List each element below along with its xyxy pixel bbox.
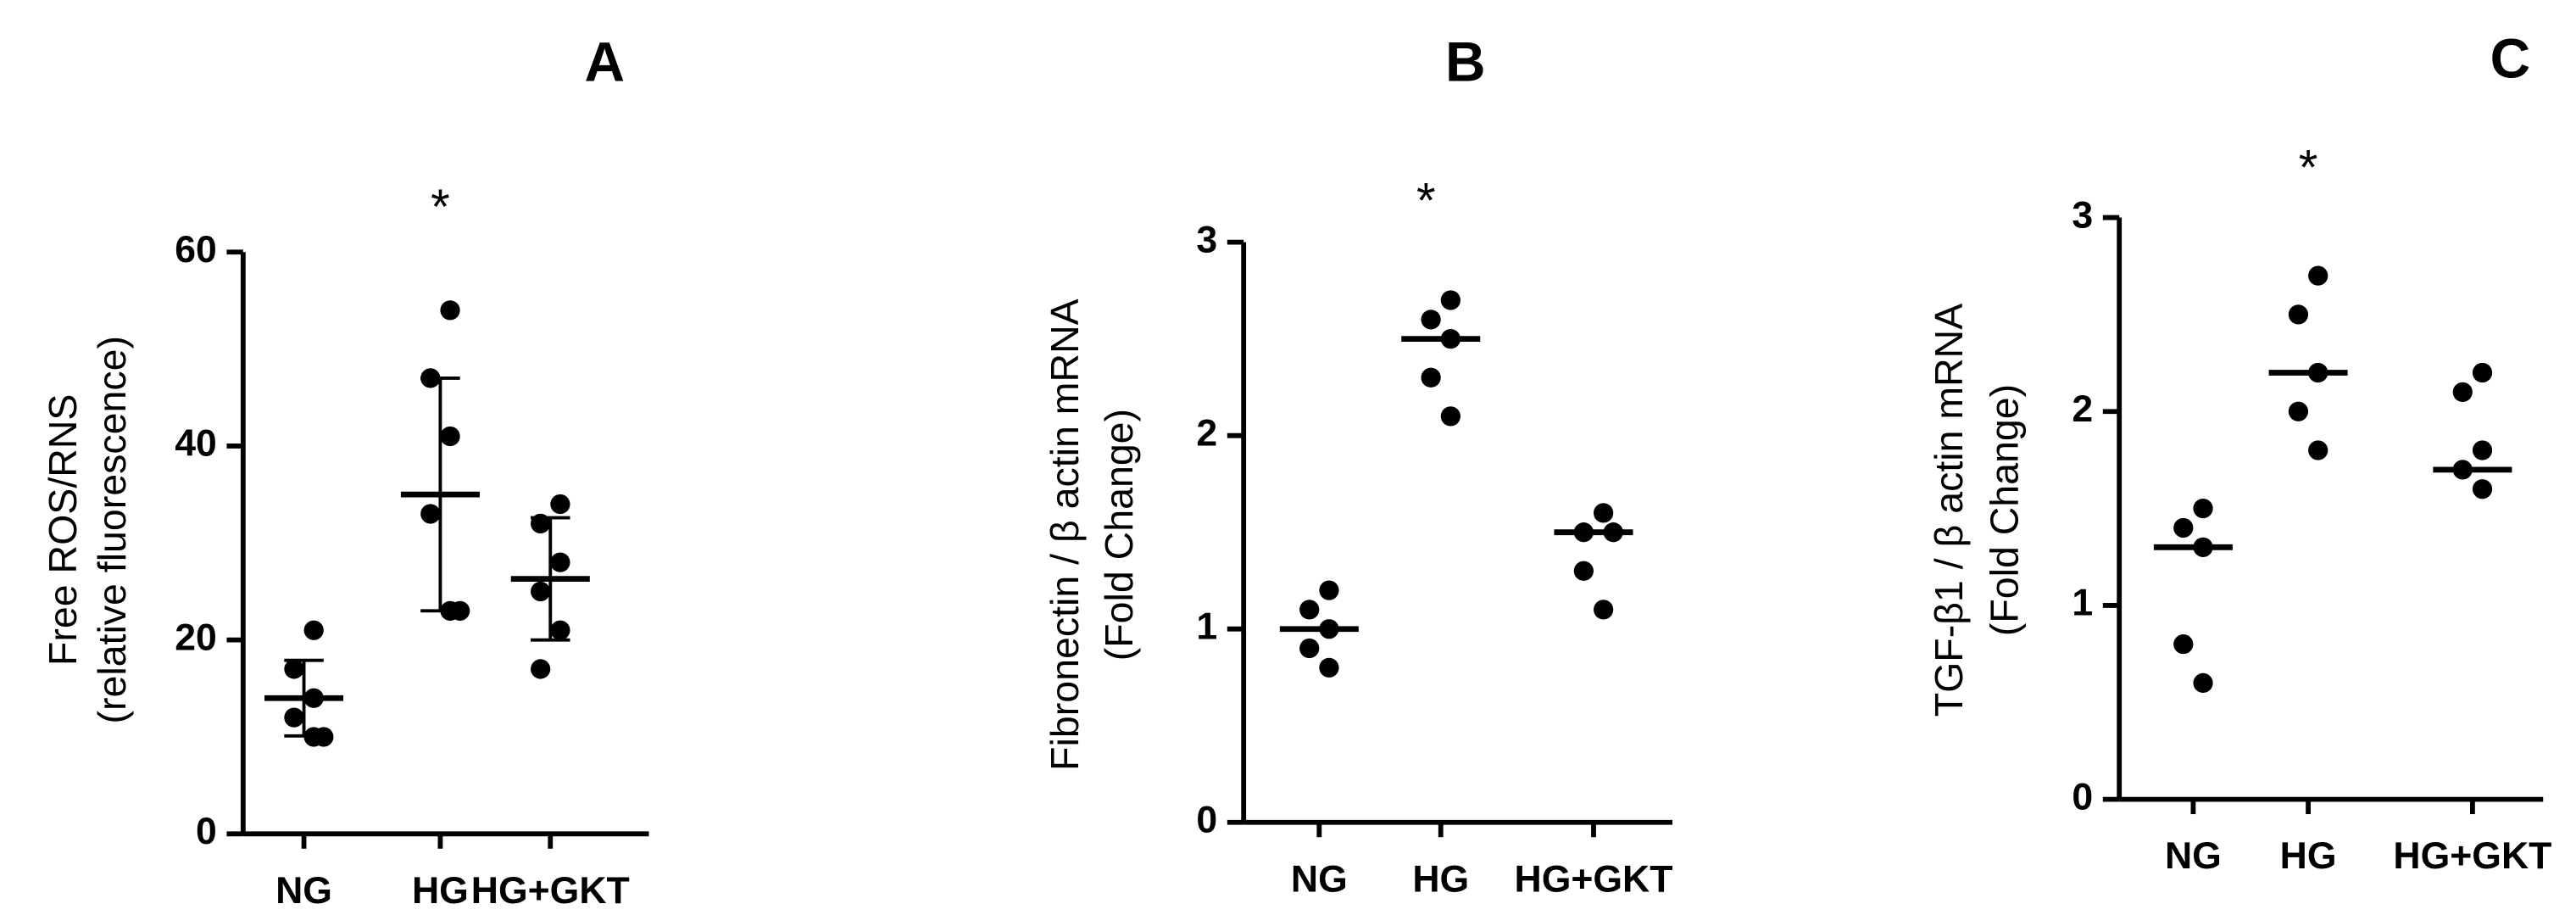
x-tick-label: HG+GKT — [471, 870, 630, 912]
data-point — [1440, 406, 1461, 427]
significance-mark: * — [431, 180, 450, 235]
data-point — [550, 620, 570, 640]
data-point — [2308, 440, 2328, 460]
y-axis-label: Fibronectin / β actin mRNA — [1043, 298, 1087, 771]
data-point — [531, 581, 551, 602]
x-tick-label: NG — [1291, 858, 1348, 900]
data-point — [531, 659, 551, 679]
y-tick-label: 1 — [1196, 605, 1217, 647]
data-point — [1421, 367, 1441, 388]
data-point — [1593, 503, 1614, 523]
y-axis-label: Free ROS/RNS — [41, 394, 85, 666]
data-point — [2173, 517, 2194, 538]
data-point — [2173, 634, 2194, 655]
data-point — [550, 552, 570, 572]
y-tick-label: 2 — [2072, 388, 2093, 430]
data-point — [2193, 498, 2213, 519]
data-point — [2472, 362, 2493, 383]
y-tick-label: 60 — [175, 229, 217, 271]
data-point — [2193, 672, 2213, 694]
data-point — [550, 494, 570, 515]
data-point — [1299, 638, 1320, 659]
panel-title: A — [584, 31, 625, 93]
y-tick-label: 3 — [1196, 219, 1217, 260]
y-tick-label: 20 — [175, 617, 217, 658]
y-tick-label: 0 — [196, 811, 217, 852]
data-point — [1440, 290, 1461, 310]
significance-mark: * — [1416, 173, 1436, 228]
significance-mark: * — [2299, 141, 2318, 196]
y-tick-label: 2 — [1196, 412, 1217, 454]
data-point — [1593, 600, 1614, 620]
data-point — [1573, 561, 1594, 581]
y-tick-label: 0 — [1196, 800, 1217, 841]
data-point — [2472, 479, 2493, 499]
data-point — [303, 620, 324, 640]
x-tick-label: HG+GKT — [1515, 858, 1673, 900]
data-point — [2452, 382, 2473, 402]
data-point — [2472, 440, 2493, 460]
data-point — [420, 504, 441, 524]
y-tick-label: 1 — [2072, 583, 2093, 624]
data-point — [1299, 600, 1320, 620]
data-point — [2288, 401, 2309, 421]
x-tick-label: HG — [412, 870, 469, 912]
x-tick-label: NG — [275, 870, 332, 912]
y-axis-label: (Fold Change) — [1097, 409, 1141, 661]
x-tick-label: NG — [2165, 835, 2222, 877]
data-point — [440, 426, 460, 447]
y-tick-label: 3 — [2072, 194, 2093, 236]
panel-title: B — [1445, 31, 1486, 93]
y-axis-label: TGF-β1 / β actin mRNA — [1927, 304, 1971, 717]
x-tick-label: HG — [2280, 835, 2337, 877]
data-point — [1319, 657, 1339, 678]
y-tick-label: 0 — [2072, 776, 2093, 817]
data-point — [284, 707, 304, 728]
y-tick-label: 40 — [175, 423, 217, 465]
x-tick-label: HG+GKT — [2393, 835, 2551, 877]
data-point — [284, 659, 304, 679]
panel-title: C — [2490, 27, 2531, 90]
data-point — [2288, 304, 2309, 325]
data-point — [440, 300, 460, 321]
data-point — [1319, 580, 1339, 600]
data-point — [2308, 265, 2328, 286]
y-axis-label: (Fold Change) — [1983, 384, 2027, 636]
y-axis-label: (relative fluorescence) — [90, 336, 134, 723]
data-point — [1421, 310, 1441, 330]
x-tick-label: HG — [1412, 858, 1469, 900]
